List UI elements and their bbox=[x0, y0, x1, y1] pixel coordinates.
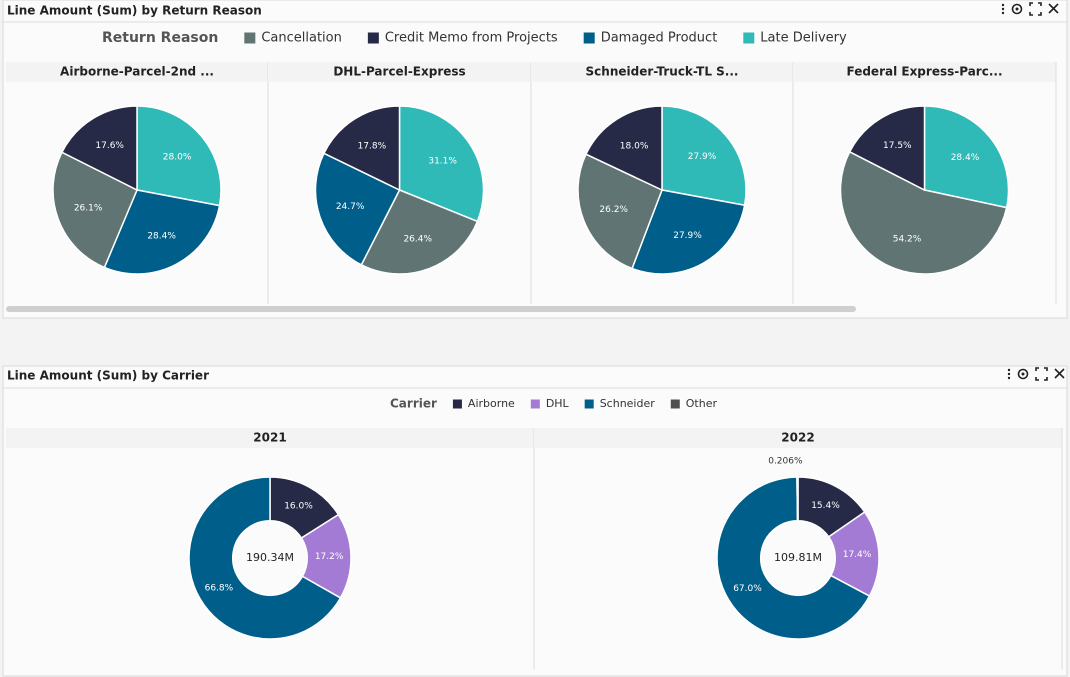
data-label: 54.2% bbox=[893, 235, 922, 245]
legend-label: DHL bbox=[546, 397, 570, 410]
slice bbox=[661, 105, 747, 207]
legend-swatch bbox=[670, 399, 680, 409]
chart-header bbox=[6, 62, 268, 82]
panel bbox=[2, 365, 1068, 677]
data-label: 17.4% bbox=[843, 550, 872, 560]
data-label: 28.0% bbox=[163, 152, 192, 162]
slice bbox=[848, 105, 926, 192]
slice bbox=[314, 152, 401, 266]
data-label: 28.4% bbox=[147, 231, 176, 241]
panel-toolbar[interactable] bbox=[1001, 2, 1059, 16]
scrollbar[interactable] bbox=[6, 306, 856, 312]
slice bbox=[188, 476, 342, 640]
slice bbox=[839, 150, 1008, 275]
chart-header bbox=[268, 62, 531, 82]
data-label: 17.5% bbox=[883, 141, 912, 151]
data-label: 26.1% bbox=[74, 204, 103, 214]
slice bbox=[60, 105, 138, 192]
chart-header bbox=[6, 428, 534, 448]
chart-title: Federal Express-Parc... bbox=[846, 65, 1002, 79]
panel-title: Line Amount (Sum) by Carrier bbox=[7, 369, 209, 383]
slice bbox=[398, 105, 485, 223]
legend-label: Damaged Product bbox=[601, 31, 718, 46]
data-label: 28.4% bbox=[951, 153, 980, 163]
legend-swatch bbox=[452, 399, 462, 409]
center-label: 190.34M bbox=[246, 551, 294, 564]
chart-header bbox=[793, 62, 1056, 82]
legend-label: Credit Memo from Projects bbox=[385, 31, 558, 46]
slice bbox=[923, 105, 1010, 209]
legend-title: Carrier bbox=[390, 397, 437, 411]
data-label: 26.2% bbox=[599, 205, 628, 215]
center-label: 109.81M bbox=[774, 551, 822, 564]
slice bbox=[103, 189, 221, 275]
slice bbox=[577, 153, 663, 270]
slice bbox=[796, 476, 799, 522]
legend-swatch bbox=[584, 399, 594, 409]
chart-title: 2022 bbox=[781, 431, 814, 445]
data-label: 24.7% bbox=[336, 202, 365, 212]
legend-title: Return Reason bbox=[102, 30, 218, 46]
chart-header bbox=[534, 428, 1062, 448]
data-label: 26.4% bbox=[403, 234, 432, 244]
data-label: 66.8% bbox=[205, 583, 234, 593]
data-label: 18.0% bbox=[620, 142, 649, 152]
legend-label: Late Delivery bbox=[760, 31, 847, 46]
data-label: 67.0% bbox=[733, 584, 762, 594]
legend-swatch bbox=[743, 32, 755, 44]
panel-title: Line Amount (Sum) by Return Reason bbox=[7, 4, 262, 18]
chart-title: Airborne-Parcel-2nd ... bbox=[60, 65, 214, 79]
data-label: 17.2% bbox=[315, 552, 344, 562]
chart-header bbox=[531, 62, 793, 82]
legend-label: Other bbox=[686, 397, 718, 410]
data-label: 17.8% bbox=[358, 141, 387, 151]
legend-label: Airborne bbox=[468, 397, 515, 410]
data-label: 0.206% bbox=[768, 457, 803, 467]
legend-swatch bbox=[244, 32, 256, 44]
slice bbox=[360, 189, 479, 275]
legend-label: Schneider bbox=[600, 397, 656, 410]
data-label: 27.9% bbox=[688, 152, 717, 162]
chart-title: Schneider-Truck-TL S... bbox=[586, 65, 739, 79]
legend-swatch bbox=[530, 399, 540, 409]
slice bbox=[52, 151, 138, 269]
data-label: 15.4% bbox=[811, 501, 840, 511]
slice bbox=[631, 189, 746, 275]
chart-title: DHL-Parcel-Express bbox=[333, 65, 465, 79]
data-label: 27.9% bbox=[673, 231, 702, 241]
data-label: 16.0% bbox=[284, 502, 313, 512]
legend-swatch bbox=[367, 32, 379, 44]
chart-title: 2021 bbox=[253, 431, 286, 445]
panel-toolbar[interactable] bbox=[1007, 367, 1065, 381]
legend-label: Cancellation bbox=[261, 31, 342, 46]
slice bbox=[716, 476, 871, 640]
data-label: 31.1% bbox=[428, 156, 457, 166]
slice bbox=[584, 105, 663, 192]
slice bbox=[136, 105, 222, 207]
slice bbox=[322, 105, 401, 192]
data-label: 17.6% bbox=[95, 141, 124, 151]
legend-swatch bbox=[583, 32, 595, 44]
